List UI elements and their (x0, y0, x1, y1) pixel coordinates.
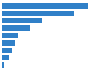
Bar (2, 11, 74, 16)
Bar (2, 25, 30, 31)
Bar (2, 3, 88, 9)
Bar (2, 40, 15, 46)
Bar (2, 55, 9, 60)
Bar (2, 18, 42, 23)
Bar (2, 48, 12, 53)
Bar (2, 62, 4, 68)
Bar (2, 33, 18, 38)
